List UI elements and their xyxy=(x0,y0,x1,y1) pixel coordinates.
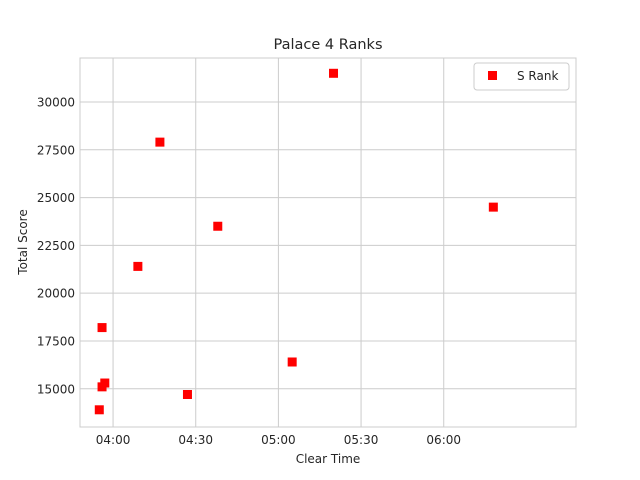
data-points xyxy=(94,68,498,415)
data-point xyxy=(488,202,498,212)
y-tick-label: 22500 xyxy=(37,239,75,253)
y-tick-label: 17500 xyxy=(37,334,75,348)
data-point xyxy=(97,323,107,333)
data-point xyxy=(287,357,297,367)
x-axis-title: Clear Time xyxy=(296,452,361,466)
data-point xyxy=(329,68,339,78)
data-point xyxy=(182,389,192,399)
x-tick-label: 06:00 xyxy=(426,433,461,447)
x-tick-label: 05:30 xyxy=(344,433,379,447)
data-point xyxy=(100,378,110,388)
legend-label-s-rank: S Rank xyxy=(517,69,558,83)
data-point xyxy=(213,221,223,231)
data-point xyxy=(133,261,143,271)
y-tick-label: 25000 xyxy=(37,191,75,205)
legend-marker-s-rank xyxy=(488,71,497,80)
plot-frame xyxy=(79,57,577,428)
y-tick-label: 27500 xyxy=(37,143,75,157)
y-tick-label: 20000 xyxy=(37,287,75,301)
data-point xyxy=(94,405,104,415)
x-tick-label: 05:00 xyxy=(261,433,296,447)
grid-lines xyxy=(80,58,576,427)
data-point xyxy=(155,137,165,147)
chart-title: Palace 4 Ranks xyxy=(273,37,382,53)
y-tick-label: 15000 xyxy=(37,382,75,396)
y-tick-label: 30000 xyxy=(37,95,75,109)
tick-labels: 04:00 04:30 05:00 05:30 06:00 15000 17500 20000… xyxy=(37,95,461,447)
legend-box xyxy=(473,62,570,91)
x-tick-label: 04:30 xyxy=(178,433,213,447)
legend: S Rank xyxy=(473,62,570,91)
y-axis-title: Total Score xyxy=(16,209,30,275)
x-tick-label: 04:00 xyxy=(96,433,131,447)
